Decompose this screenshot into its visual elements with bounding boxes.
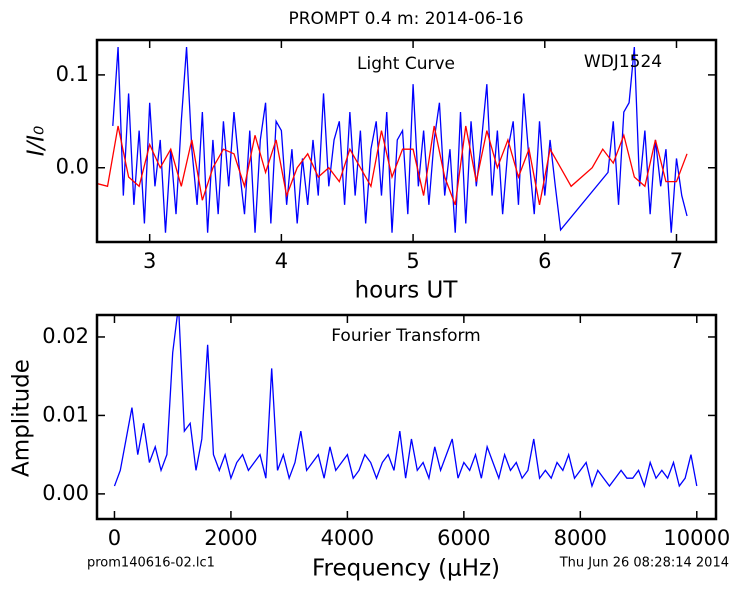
y-tick-label: 0.0 [56, 155, 89, 179]
x-tick-label: 2000 [204, 526, 257, 550]
annotation: Light Curve [357, 54, 455, 74]
data-line [113, 315, 698, 489]
annotation: WDJ1524 [584, 52, 662, 72]
plot-area [113, 315, 698, 489]
x-tick-label: 4000 [321, 526, 374, 550]
x-tick-label: 10000 [663, 526, 730, 550]
footer-left: prom140616-02.lc1 [87, 556, 215, 571]
y-tick-label: 0.01 [42, 402, 89, 426]
annotation: Fourier Transform [331, 326, 480, 346]
x-axis-label: Frequency (μHz) [312, 556, 500, 582]
y-tick-label: 0.02 [42, 324, 89, 348]
footer-right: Thu Jun 26 08:28:14 2014 [559, 556, 729, 571]
y-tick-label: 0.1 [56, 62, 89, 86]
data-line [112, 46, 688, 233]
x-tick-label: 0 [108, 526, 121, 550]
x-tick-label: 5 [406, 249, 419, 273]
y-axis-label: Amplitude [9, 359, 35, 477]
x-axis-label: hours UT [355, 278, 459, 304]
x-tick-label: 6 [538, 249, 551, 273]
x-tick-label: 6000 [437, 526, 490, 550]
x-tick-label: 3 [143, 249, 156, 273]
plot-area [97, 46, 688, 233]
x-tick-label: 8000 [554, 526, 607, 550]
x-tick-label: 7 [670, 249, 683, 273]
data-line [97, 125, 688, 206]
y-tick-label: 0.00 [42, 481, 89, 505]
figure-title: PROMPT 0.4 m: 2014-06-16 [288, 9, 523, 29]
axes-frame [95, 38, 718, 244]
y-axis-label: I/I₀ [24, 126, 50, 157]
axes-frame [95, 313, 718, 521]
x-tick-label: 4 [275, 249, 288, 273]
